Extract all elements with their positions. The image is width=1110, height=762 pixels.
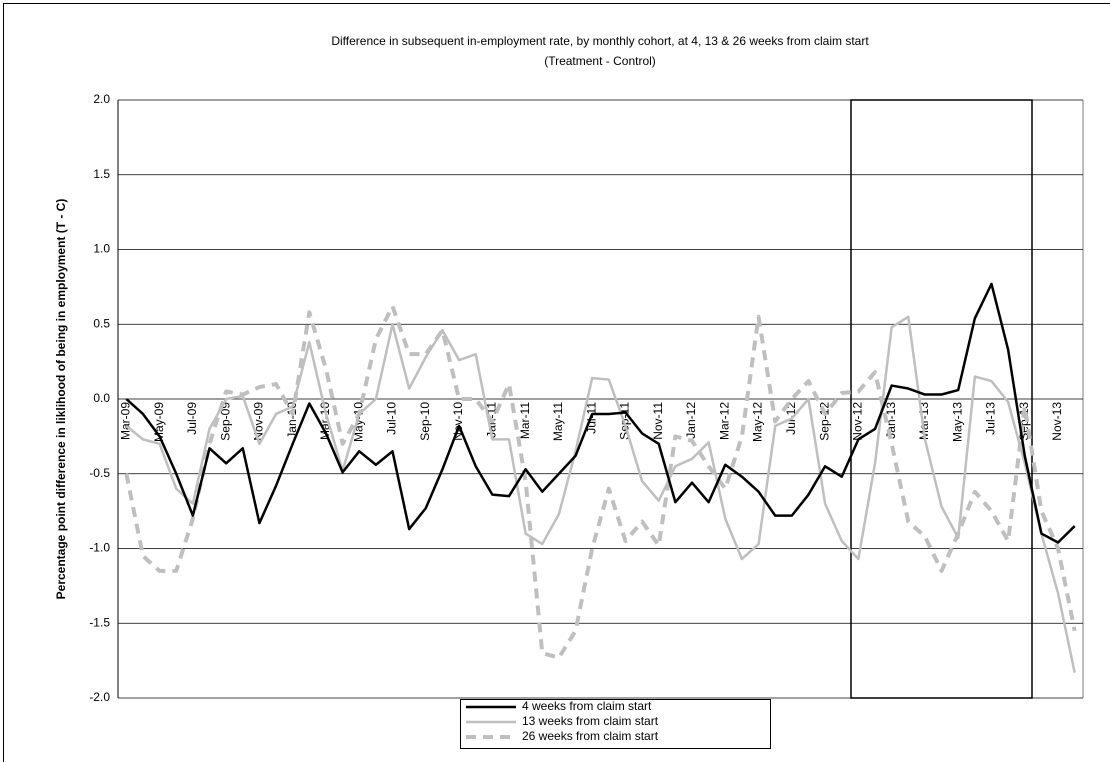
x-tick-label: Jul-09 — [185, 402, 199, 435]
x-tick-label: Mar-11 — [518, 402, 532, 439]
x-tick-label: Nov-11 — [651, 402, 665, 440]
chart-subtitle: (Treatment - Control) — [544, 54, 656, 68]
y-tick-label: 0.5 — [93, 316, 110, 330]
chart-title: Difference in subsequent in-employment r… — [331, 34, 869, 48]
y-tick-label: 1.5 — [93, 167, 110, 181]
x-tick-label: Mar-09 — [118, 402, 132, 440]
y-tick-label: 1.0 — [93, 242, 110, 256]
x-tick-label: Mar-10 — [318, 402, 332, 440]
series-line — [125, 315, 1076, 673]
y-axis-label: Percentage point difference in liklihood… — [54, 199, 68, 600]
y-tick-label: -1.5 — [89, 615, 110, 629]
series-line — [124, 304, 1077, 660]
y-tick-label: 0.0 — [93, 391, 110, 405]
legend-label: 4 weeks from claim start — [522, 699, 652, 713]
x-tick-label: Nov-12 — [851, 402, 865, 441]
series-line — [125, 282, 1076, 544]
x-tick-label: Jan-12 — [684, 402, 698, 439]
x-tick-label: Nov-13 — [1050, 402, 1064, 441]
y-tick-label: 2.0 — [93, 92, 110, 106]
x-tick-label: May-12 — [751, 402, 765, 442]
legend — [460, 699, 771, 749]
x-tick-label: Sep-10 — [418, 402, 432, 441]
x-tick-label: Jan-13 — [884, 402, 898, 439]
legend-label: 13 weeks from claim start — [522, 714, 659, 728]
y-tick-label: -0.5 — [89, 466, 110, 480]
frame — [3, 3, 1110, 762]
y-tick-label: -1.0 — [89, 541, 110, 555]
x-tick-label: Mar-12 — [717, 402, 731, 440]
x-tick-label: Jan-10 — [285, 402, 299, 439]
x-tick-label: Jul-13 — [984, 402, 998, 435]
x-tick-label: Sep-12 — [817, 402, 831, 441]
legend-label: 26 weeks from claim start — [522, 729, 659, 743]
x-tick-label: Jul-10 — [385, 402, 399, 435]
y-tick-label: -2.0 — [89, 690, 110, 704]
x-tick-label: May-13 — [950, 402, 964, 442]
x-tick-label: May-11 — [551, 402, 565, 441]
